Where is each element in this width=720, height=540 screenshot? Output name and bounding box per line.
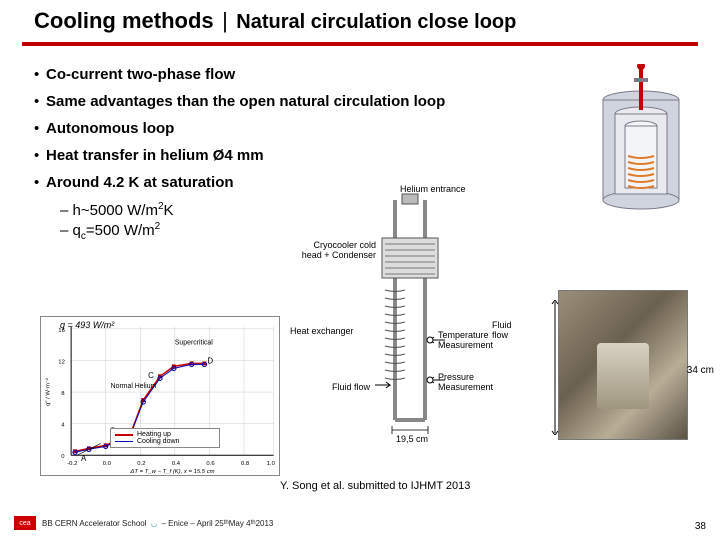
chart-svg: Normal Helium Supercritical C D B A -0.2… bbox=[41, 317, 279, 475]
sub-qc-exp: 2 bbox=[155, 221, 161, 232]
sub-qc-rest: =500 W/m bbox=[86, 222, 155, 239]
cylinder-schematic bbox=[594, 64, 688, 214]
chart-ann-c: C bbox=[148, 371, 154, 380]
chart-eq-label: q = 493 W/m² bbox=[60, 320, 114, 330]
label-press: Pressure Measurement bbox=[438, 372, 512, 392]
page-number: 38 bbox=[695, 521, 706, 532]
sub-h-unit: K bbox=[164, 202, 174, 219]
footer-text-rest: May 4 bbox=[229, 519, 251, 528]
svg-text:0.2: 0.2 bbox=[137, 461, 145, 467]
svg-text:12: 12 bbox=[58, 359, 65, 365]
footer: cea BB CERN Accelerator School ◡ – Enice… bbox=[0, 512, 720, 534]
footer-text-prefix: BB CERN Accelerator School bbox=[42, 519, 147, 528]
apparatus-photo bbox=[558, 290, 688, 440]
chart-xlabel: ΔT = T_w − T_f (K), x = 15.5 cm bbox=[129, 469, 214, 475]
apparatus-diagram: Helium entrance Cryocooler cold head + C… bbox=[300, 190, 520, 450]
label-hx: Heat exchanger bbox=[290, 326, 354, 336]
chart-ann-a: A bbox=[81, 454, 87, 463]
bullet-2-text: Same advantages than the open natural ci… bbox=[46, 93, 445, 110]
title-main: Cooling methods bbox=[34, 8, 214, 33]
footer-text-end: 2013 bbox=[256, 519, 274, 528]
chart-ann-nh: Normal Helium bbox=[111, 383, 157, 390]
sub-qc-q: q bbox=[73, 222, 81, 239]
svg-text:0.4: 0.4 bbox=[172, 461, 181, 467]
bullet-1-text: Co-current two-phase flow bbox=[46, 66, 235, 83]
citation: Y. Song et al. submitted to IJHMT 2013 bbox=[280, 480, 470, 492]
photo-dim-label: 34 cm bbox=[687, 365, 714, 376]
bullet-4-text: Heat transfer in helium Ø4 mm bbox=[46, 147, 264, 164]
label-fluid-left: Fluid flow bbox=[332, 382, 370, 392]
chart-ann-sc: Supercritical bbox=[175, 340, 213, 347]
svg-text:0.0: 0.0 bbox=[103, 461, 112, 467]
bullet-5-text: Around 4.2 K at saturation bbox=[46, 174, 234, 191]
svg-text:0.6: 0.6 bbox=[206, 461, 215, 467]
legend-cooling: Cooling down bbox=[137, 438, 179, 445]
title-separator: | bbox=[218, 8, 232, 33]
svg-text:0.8: 0.8 bbox=[241, 461, 250, 467]
sub-h-text: h~5000 W/m bbox=[73, 202, 158, 219]
legend-heating: Heating up bbox=[137, 431, 171, 438]
label-cryo: Cryocooler cold head + Condenser bbox=[298, 240, 376, 260]
footer-irfu-icon: ◡ bbox=[151, 519, 158, 528]
label-he-entrance: Helium entrance bbox=[400, 184, 466, 194]
chart-heat-transfer: Normal Helium Supercritical C D B A -0.2… bbox=[40, 316, 280, 476]
footer-text-suffix: – Enice – April 25 bbox=[161, 519, 223, 528]
photo-dim-line bbox=[550, 300, 560, 435]
title-subtitle: Natural circulation close loop bbox=[236, 11, 516, 33]
chart-ann-d: D bbox=[207, 356, 213, 365]
title-bar: Cooling methods | Natural circulation cl… bbox=[0, 0, 720, 38]
chart-legend: Heating up Cooling down bbox=[110, 428, 220, 448]
svg-text:-0.2: -0.2 bbox=[67, 461, 77, 467]
bullet-3-text: Autonomous loop bbox=[46, 120, 174, 137]
footer-logo: cea bbox=[14, 516, 36, 530]
label-fluid-right: Fluid flow bbox=[492, 320, 520, 340]
chart-ylabel: q″ / W·m⁻² bbox=[45, 378, 51, 406]
svg-text:1.0: 1.0 bbox=[267, 461, 276, 467]
label-width: 19,5 cm bbox=[396, 434, 428, 444]
